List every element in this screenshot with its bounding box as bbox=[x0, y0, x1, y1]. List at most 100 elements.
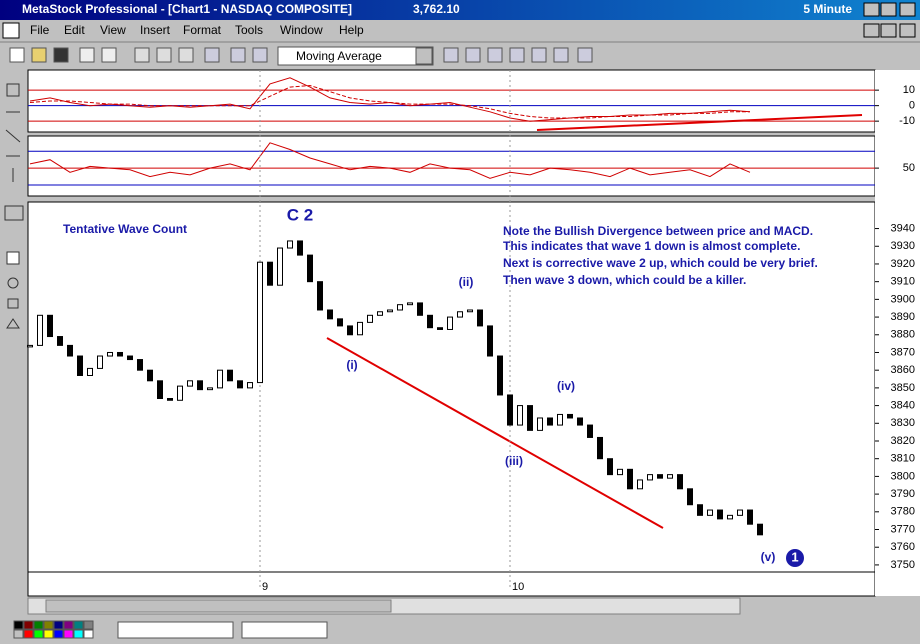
candle bbox=[317, 281, 323, 311]
tool-rect[interactable] bbox=[7, 298, 19, 309]
palette-swatch[interactable] bbox=[43, 620, 54, 630]
tool-find[interactable] bbox=[553, 47, 569, 63]
menu-item[interactable]: Window bbox=[280, 23, 323, 37]
tool-triangle[interactable] bbox=[6, 318, 20, 329]
window-buttons[interactable] bbox=[863, 2, 916, 38]
candle bbox=[267, 261, 273, 286]
line-style-select[interactable] bbox=[117, 621, 234, 639]
palette-swatch[interactable] bbox=[53, 620, 64, 630]
dropdown-button[interactable] bbox=[415, 47, 433, 65]
palette-swatch[interactable] bbox=[23, 629, 34, 639]
palette-swatch[interactable] bbox=[43, 629, 54, 639]
candle bbox=[727, 514, 733, 520]
tool-c[interactable] bbox=[509, 47, 525, 63]
candle bbox=[577, 417, 583, 426]
tool-new[interactable] bbox=[9, 47, 25, 63]
menu-item[interactable]: Format bbox=[183, 23, 222, 37]
y-tick-label: 3920 bbox=[891, 258, 915, 270]
title-bar bbox=[0, 0, 920, 20]
maximize[interactable] bbox=[880, 2, 897, 17]
palette-swatch[interactable] bbox=[23, 620, 34, 630]
palette-swatch[interactable] bbox=[33, 620, 44, 630]
annotation: Tentative Wave Count bbox=[63, 222, 187, 236]
candle bbox=[617, 468, 623, 476]
tool-cut[interactable] bbox=[134, 47, 150, 63]
candle bbox=[307, 254, 313, 283]
menu-item[interactable]: File bbox=[30, 23, 50, 37]
tool-preview[interactable] bbox=[101, 47, 117, 63]
tool-zoom-out[interactable] bbox=[252, 47, 268, 63]
candle bbox=[597, 436, 603, 460]
tool-spread[interactable] bbox=[4, 205, 24, 221]
tool-open[interactable] bbox=[31, 47, 47, 63]
palette-swatch[interactable] bbox=[53, 629, 64, 639]
tool-b[interactable] bbox=[465, 47, 481, 63]
minimize[interactable] bbox=[863, 2, 880, 17]
tool-ellipse[interactable] bbox=[7, 277, 19, 289]
tool-print[interactable] bbox=[79, 47, 95, 63]
tool-paste[interactable] bbox=[178, 47, 194, 63]
candle bbox=[57, 336, 63, 346]
y-tick-label: 3860 bbox=[891, 364, 915, 376]
tool-fx[interactable] bbox=[487, 47, 503, 63]
palette-swatch[interactable] bbox=[33, 629, 44, 639]
palette-swatch[interactable] bbox=[83, 620, 94, 630]
menu-item[interactable]: Insert bbox=[140, 23, 171, 37]
y-tick-label: 3870 bbox=[891, 346, 915, 358]
child-minimize[interactable] bbox=[863, 23, 880, 38]
palette-swatch[interactable] bbox=[63, 620, 74, 630]
tool-help[interactable] bbox=[577, 47, 593, 63]
y-tick-label: 3830 bbox=[891, 417, 915, 429]
close[interactable] bbox=[899, 2, 916, 17]
menu-item[interactable]: Edit bbox=[64, 23, 85, 37]
tool-save[interactable] bbox=[53, 47, 69, 63]
candle bbox=[147, 369, 153, 382]
child-close[interactable] bbox=[899, 23, 916, 38]
candle bbox=[217, 369, 223, 389]
tool-grid[interactable] bbox=[6, 251, 20, 265]
annotation: (iii) bbox=[505, 454, 523, 468]
candle bbox=[607, 458, 613, 476]
tool-trendline[interactable] bbox=[5, 129, 21, 143]
drawing-tools[interactable] bbox=[4, 83, 24, 329]
y-tick-label: 10 bbox=[903, 84, 915, 96]
scroll-thumb[interactable] bbox=[45, 599, 392, 613]
tool-strip bbox=[0, 68, 28, 598]
candle bbox=[87, 367, 93, 376]
menu-item[interactable]: Tools bbox=[235, 23, 263, 37]
candle bbox=[47, 314, 53, 338]
tool-a[interactable] bbox=[443, 47, 459, 63]
palette-swatch[interactable] bbox=[13, 629, 24, 639]
y-tick-label: 3820 bbox=[891, 435, 915, 447]
candle bbox=[507, 394, 513, 426]
palette-swatch[interactable] bbox=[73, 629, 84, 639]
candle bbox=[587, 424, 593, 438]
annotation: Then wave 3 down, which could be a kille… bbox=[503, 273, 746, 287]
candle bbox=[367, 314, 373, 323]
candle bbox=[467, 309, 473, 313]
tool-zoom[interactable] bbox=[230, 47, 246, 63]
menu-item[interactable]: Help bbox=[339, 23, 364, 37]
child-restore[interactable] bbox=[880, 23, 897, 38]
color-palette[interactable] bbox=[13, 620, 94, 639]
palette-swatch[interactable] bbox=[63, 629, 74, 639]
candle bbox=[97, 355, 103, 369]
annotation: C 2 bbox=[287, 205, 313, 224]
menu-item[interactable]: View bbox=[100, 23, 126, 37]
candle bbox=[667, 474, 673, 479]
candle bbox=[417, 302, 423, 316]
x-tick-label: 10 bbox=[512, 581, 524, 593]
tool-dollar[interactable] bbox=[531, 47, 547, 63]
palette-swatch[interactable] bbox=[83, 629, 94, 639]
indicator-select[interactable] bbox=[277, 46, 434, 66]
menu-bar: File Edit View Insert Format Tools Window Help bbox=[30, 23, 364, 37]
tool-undo[interactable] bbox=[204, 47, 220, 63]
tool-pointer[interactable] bbox=[6, 83, 20, 97]
line-width-select[interactable] bbox=[241, 621, 328, 639]
palette-swatch[interactable] bbox=[13, 620, 24, 630]
indicator-line bbox=[29, 142, 751, 179]
palette-swatch[interactable] bbox=[73, 620, 84, 630]
tool-copy[interactable] bbox=[156, 47, 172, 63]
candle bbox=[197, 380, 203, 391]
candle bbox=[327, 309, 333, 320]
